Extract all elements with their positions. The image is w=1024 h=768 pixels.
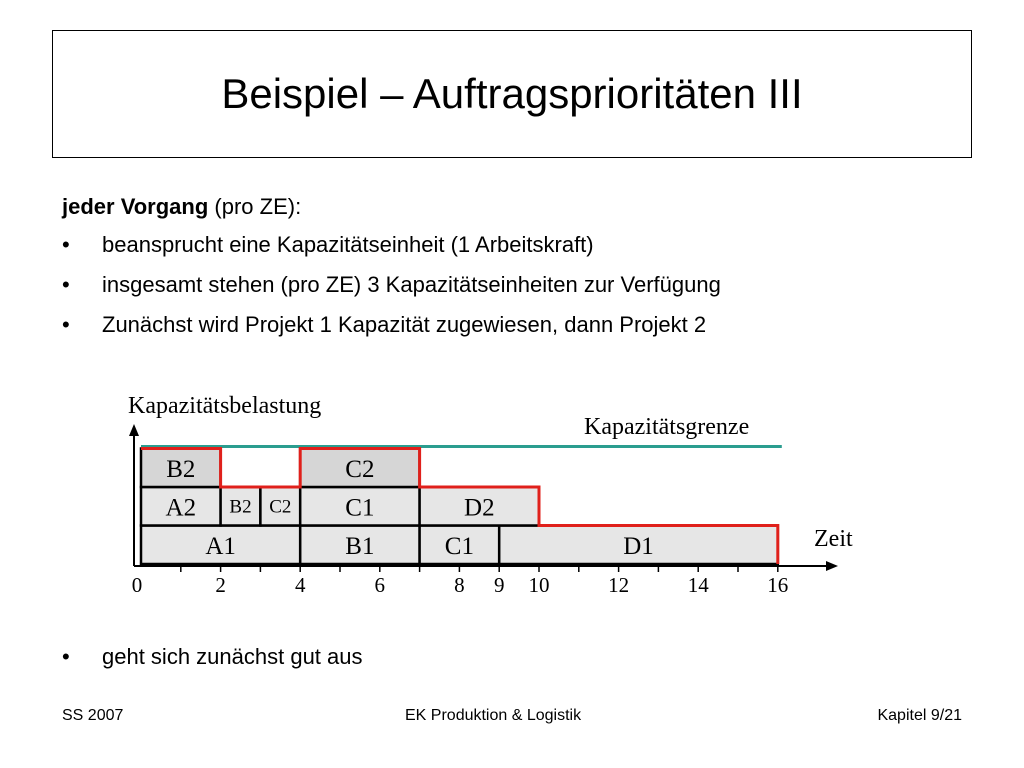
- block-label: B1: [345, 533, 374, 560]
- lines-layer: [141, 445, 782, 564]
- y-axis-label: Kapazitätsbelastung: [128, 393, 321, 419]
- x-tick-label: 14: [688, 573, 710, 597]
- block-label: C1: [345, 494, 374, 521]
- bullet-conclusion: • geht sich zunächst gut aus: [62, 644, 363, 670]
- x-tick-label: 6: [375, 573, 386, 597]
- block-d1: [497, 524, 780, 566]
- block-b1: [298, 524, 421, 566]
- block-c1: [298, 485, 421, 527]
- blocks-layer: A1 B1 C1 D1 A2 B2 C2 C1 D2 B2 C2: [139, 447, 780, 566]
- block-label: C2: [345, 456, 374, 483]
- block-c2: [259, 485, 302, 527]
- footer-left: SS 2007: [62, 707, 124, 724]
- title-box: Beispiel – Auftragsprioritäten III: [52, 30, 972, 158]
- x-tick-label: 16: [767, 573, 788, 597]
- block-b2: [219, 485, 262, 527]
- bullet-text: insgesamt stehen (pro ZE) 3 Kapazitätsei…: [102, 272, 721, 297]
- y-axis-arrow: [129, 424, 139, 436]
- intro-bold: jeder Vorgang: [62, 194, 209, 219]
- block-label: B2: [166, 456, 195, 483]
- block-label: D1: [623, 533, 654, 560]
- bullet-dot: •: [62, 644, 70, 669]
- x-tick-label: 4: [295, 573, 306, 597]
- block-label: B2: [229, 496, 251, 517]
- block-label: C2: [269, 496, 291, 517]
- bullet-list: • beansprucht eine Kapazitätseinheit (1 A…: [62, 232, 721, 352]
- x-tick-label: 10: [529, 573, 550, 597]
- bullet-dot: •: [62, 232, 70, 257]
- block-label: C1: [445, 533, 474, 560]
- x-tick-label: 12: [608, 573, 629, 597]
- limit-label: Kapazitätsgrenze: [584, 414, 749, 440]
- block-a1: [139, 524, 302, 566]
- bullet-dot: •: [62, 312, 70, 337]
- footer-center: EK Produktion & Logistik: [405, 707, 582, 724]
- bullet-text: beansprucht eine Kapazitätseinheit (1 Ar…: [102, 232, 594, 257]
- block-label: A1: [205, 533, 236, 560]
- intro-line: jeder Vorgang (pro ZE):: [62, 194, 301, 220]
- footer-right: Kapitel 9/21: [877, 707, 962, 724]
- intro-rest: (pro ZE):: [208, 194, 302, 219]
- bullet-item: • insgesamt stehen (pro ZE) 3 Kapazitätse…: [62, 272, 721, 312]
- bullet-dot: •: [62, 272, 70, 297]
- x-tick-label: 8: [454, 573, 465, 597]
- x-tick-label: 2: [215, 573, 226, 597]
- bullet-item: • beansprucht eine Kapazitätseinheit (1 A…: [62, 232, 721, 272]
- block-label: D2: [464, 494, 495, 521]
- bullet-item: • Zunächst wird Projekt 1 Kapazität zugew…: [62, 312, 721, 352]
- x-axis-label: Zeit: [814, 526, 853, 552]
- slide-title: Beispiel – Auftragsprioritäten III: [221, 70, 803, 117]
- block-label: A2: [166, 494, 197, 521]
- load-profile-line: [141, 447, 780, 564]
- bullet-text: Zunächst wird Projekt 1 Kapazität zugewi…: [102, 312, 707, 337]
- axes-layer: 0 2 4 6 8 9 10 12 14 16: [129, 424, 838, 597]
- x-tick-label: 9: [494, 573, 505, 597]
- x-axis-arrow: [826, 561, 838, 571]
- x-tick-label: 0: [132, 573, 143, 597]
- block-a2: [139, 485, 222, 527]
- bullet-text: geht sich zunächst gut aus: [102, 644, 363, 669]
